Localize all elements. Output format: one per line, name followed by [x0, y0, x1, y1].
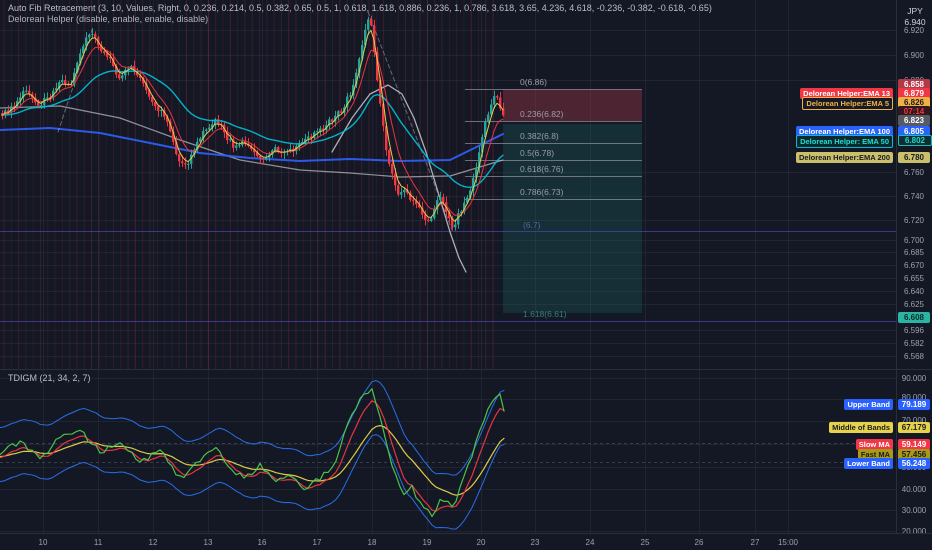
time-tick: 12: [148, 538, 158, 547]
indicator-value-label[interactable]: Delorean Helper:EMA 5: [802, 97, 893, 110]
time-axis[interactable]: 10 11 12 13 16 17 18 19 20 23 24 25 26 27 15:00: [0, 534, 932, 550]
price-tick: 6.625: [903, 300, 925, 309]
price-tick: 6.640: [903, 287, 925, 296]
tdi-indicator-pane[interactable]: TDIGM (21, 34, 2, 7) Upper Band Middle of…: [0, 370, 896, 533]
price-tick: 6.596: [903, 326, 925, 335]
indicator-value-label[interactable]: Middle of Bands: [829, 422, 893, 433]
legend-tdigm[interactable]: TDIGM (21, 34, 2, 7): [8, 373, 91, 383]
time-axis-separator: [0, 533, 932, 534]
tdi-tick: 20.000: [901, 527, 927, 536]
axis-label-blue: 79.189: [898, 399, 930, 410]
tdi-tick: 90.000: [901, 374, 927, 383]
indicator-value-label[interactable]: Delorean Helper:EMA 13: [800, 88, 893, 99]
axis-faded-value: 6.940: [904, 17, 926, 27]
axis-label-yellow: 67.179: [898, 422, 930, 433]
price-tick: 6.720: [903, 216, 925, 225]
time-tick: 20: [476, 538, 486, 547]
fib-label: 0.786(6.73): [520, 187, 564, 197]
tdi-tick: 40.000: [901, 485, 927, 494]
fib-label: 0.382(6.8): [520, 131, 559, 141]
axis-label-teal-outline: 6.802: [898, 135, 932, 146]
price-axis[interactable]: JPY 6.940 6.9206.9006.8806.7606.7406.720…: [896, 0, 932, 536]
time-tick: 15:00: [777, 538, 799, 547]
time-tick: 16: [257, 538, 267, 547]
fib-extension-label: (6.7): [523, 220, 541, 230]
fib-extension-label: 1.618(6.61): [523, 309, 567, 319]
time-tick: 27: [750, 538, 760, 547]
axis-label-blue: 6.805: [898, 126, 930, 137]
tdi-tick: 80.000: [901, 393, 927, 402]
axis-label-maroon: 6.858: [898, 79, 930, 90]
price-tick: 6.685: [903, 248, 925, 257]
indicator-value-label[interactable]: Upper Band: [844, 399, 893, 410]
axis-label-teal: 6.608: [898, 312, 930, 323]
price-tick: 6.900: [903, 51, 925, 60]
time-tick: 23: [530, 538, 540, 547]
time-tick: 11: [93, 538, 103, 547]
time-tick: 25: [640, 538, 650, 547]
price-tick: 6.582: [903, 339, 925, 348]
price-tick: 6.760: [903, 168, 925, 177]
time-tick: 17: [312, 538, 322, 547]
tdi-tick: 70.000: [901, 416, 927, 425]
indicator-value-label[interactable]: Delorean Helper:EMA 100: [795, 126, 893, 137]
axis-currency-label: JPY: [907, 6, 923, 16]
time-tick: 19: [422, 538, 432, 547]
time-tick: 26: [694, 538, 704, 547]
axis-label-olive: 57.456: [898, 449, 930, 460]
fib-label: 0.5(6.78): [520, 148, 555, 158]
axis-label-red: 6.879: [898, 88, 930, 99]
axis-label-countdown: 07:14: [898, 106, 930, 117]
fib-label: 0.618(6.76): [520, 164, 564, 174]
price-tick: 6.920: [903, 26, 925, 35]
time-tick: 18: [367, 538, 377, 547]
fib-label: 0.236(6.82): [520, 109, 564, 119]
axis-label-orange: 6.826: [898, 97, 930, 108]
main-chart-canvas[interactable]: [0, 0, 896, 370]
price-tick: 6.700: [903, 236, 925, 245]
axis-label-khaki: 6.780: [898, 152, 930, 163]
indicator-value-label[interactable]: Fast MA: [857, 449, 893, 460]
axis-label-red: 59.149: [898, 439, 930, 450]
price-tick: 6.568: [903, 352, 925, 361]
price-tick: 6.670: [903, 261, 925, 270]
indicator-value-label[interactable]: Delorean Helper:EMA 200: [795, 152, 893, 163]
indicator-value-label[interactable]: Delorean Helper: EMA 50: [796, 135, 893, 148]
pane-separator[interactable]: [0, 369, 932, 370]
axis-label-blue: 56.248: [898, 458, 930, 469]
price-tick: 6.655: [903, 274, 925, 283]
time-tick: 24: [585, 538, 595, 547]
time-tick: 10: [38, 538, 48, 547]
tdi-chart-canvas[interactable]: [0, 370, 896, 533]
indicator-value-label[interactable]: Lower Band: [844, 458, 893, 469]
main-chart-pane[interactable]: Auto Fib Retracement (3, 10, Values, Rig…: [0, 0, 896, 370]
price-tick: 6.740: [903, 192, 925, 201]
axis-label-grey: 6.823: [898, 115, 930, 126]
tdi-tick: 30.000: [901, 506, 927, 515]
indicator-value-label[interactable]: Slow MA: [855, 439, 893, 450]
fib-label: 0(6.86): [520, 77, 547, 87]
time-tick: 13: [203, 538, 213, 547]
